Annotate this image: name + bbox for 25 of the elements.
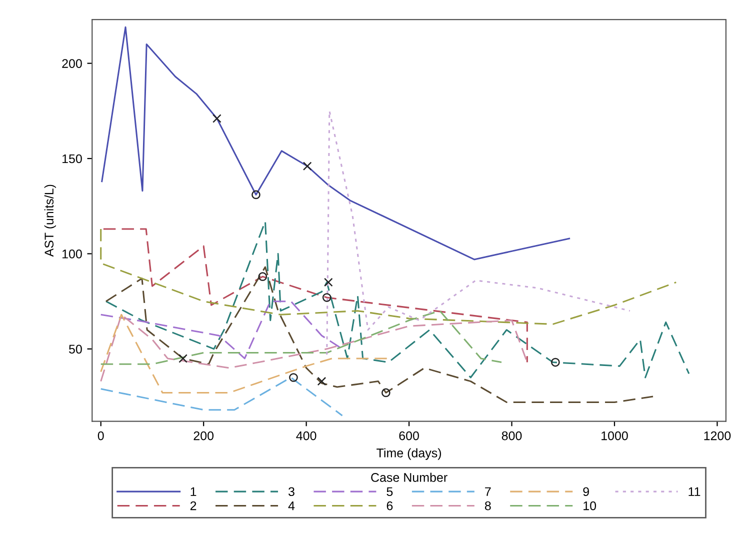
x-tick-label: 1200	[704, 431, 731, 440]
x-tick-label: 600	[399, 431, 419, 440]
legend-label: 4	[288, 501, 295, 510]
legend-label: 7	[485, 487, 491, 496]
y-tick-label: 200	[62, 59, 82, 68]
legend-label: 9	[583, 487, 589, 496]
legend-label: 11	[688, 487, 700, 496]
legend-label: 6	[386, 501, 393, 510]
legend-label: 2	[190, 501, 196, 510]
x-axis-title: Time (days)	[376, 448, 442, 460]
x-tick-label: 800	[502, 431, 522, 440]
x-tick-label: 200	[194, 431, 214, 440]
y-axis-title: AST (units/L)	[44, 184, 56, 257]
legend-label: 5	[386, 487, 393, 496]
x-tick-label: 400	[296, 431, 316, 440]
legend-label: 10	[584, 501, 596, 510]
y-tick-label: 150	[62, 154, 82, 164]
y-tick-label: 100	[62, 250, 82, 258]
legend-label: 1	[190, 487, 196, 496]
legend-label: 8	[484, 501, 491, 510]
legend-title: Case Number	[371, 472, 448, 482]
legend-label: 3	[288, 487, 294, 496]
y-tick-label: 50	[69, 344, 82, 354]
x-tick-label: 1000	[602, 431, 628, 440]
x-tick-label: 0	[98, 431, 104, 440]
